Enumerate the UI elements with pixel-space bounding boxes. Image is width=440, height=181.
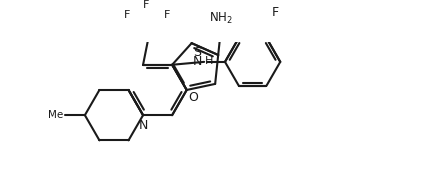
Text: F: F [271, 6, 279, 19]
Text: O: O [188, 92, 198, 104]
Text: S: S [193, 46, 201, 59]
Text: N: N [192, 55, 202, 68]
Text: N: N [138, 119, 148, 132]
Text: NH$_2$: NH$_2$ [209, 11, 233, 26]
Text: F: F [124, 10, 131, 20]
Text: H: H [205, 56, 213, 66]
Text: Me: Me [48, 110, 63, 120]
Text: F: F [164, 10, 171, 20]
Text: F: F [143, 0, 149, 10]
